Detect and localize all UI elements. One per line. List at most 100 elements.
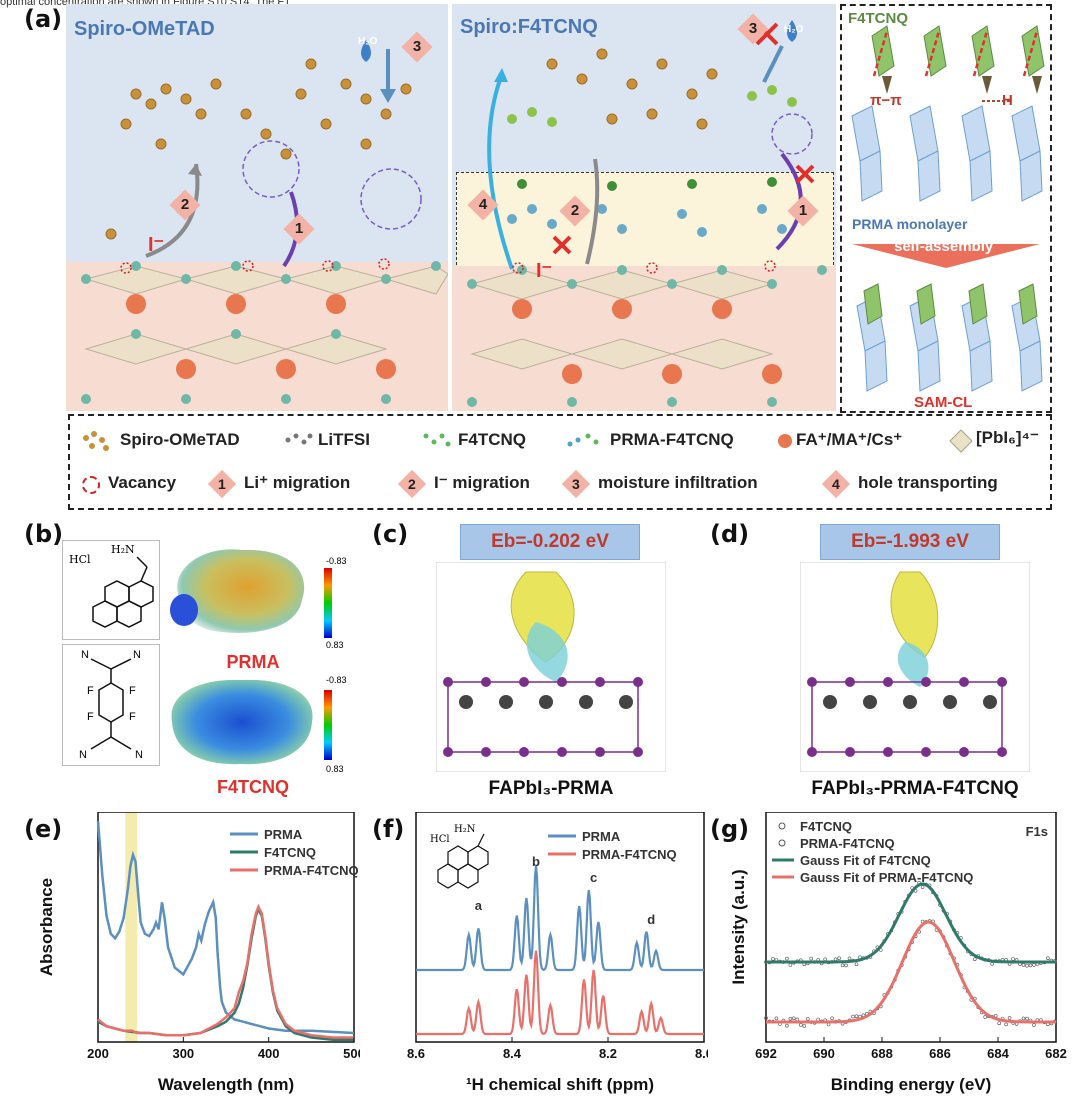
xps-data-point	[1011, 957, 1015, 961]
legend-hole: hole transporting	[858, 473, 998, 492]
xps-data-point	[973, 957, 977, 961]
uv-x-tick-label: 300	[172, 1046, 194, 1061]
xps-data-point	[851, 1014, 855, 1019]
panel-a-right: F4TCNQ π−π H PRMA monolayer self-assembl…	[840, 4, 1052, 413]
h-bond-label: H	[1002, 92, 1013, 109]
step-3-marker: 3	[401, 31, 433, 63]
dft-prma-structure	[436, 562, 666, 772]
xps-gauss-fit	[766, 882, 1056, 964]
nmr-peak-label: a	[475, 898, 483, 913]
eb-prma-box: Eb=-0.202 eV	[460, 524, 640, 560]
xps-data-point	[833, 957, 838, 962]
xps-data-point	[854, 1014, 859, 1018]
xps-data-point	[809, 956, 813, 961]
xps-data-point	[785, 1023, 789, 1028]
legend-step-3-icon: 3	[561, 469, 591, 499]
nh2-label: H₂N	[111, 543, 135, 556]
spiro-legend-icon	[83, 431, 109, 451]
panel-letter-f: (f)	[372, 815, 405, 843]
litfsi-legend-icon	[285, 433, 313, 445]
panel-a-middle: Spiro:F4TCNQ H₂O I⁻ 3 4 2 1	[452, 4, 836, 411]
xps-data-point	[1032, 963, 1036, 967]
xps-data-point	[830, 1016, 834, 1021]
xps-ylabel: Intensity (a.u.)	[730, 869, 748, 984]
uv-series-line	[96, 821, 355, 1035]
legend-step-2-icon: 2	[397, 469, 427, 499]
eb-prma-f4tcnq-box: Eb=-1.993 eV	[820, 524, 1000, 560]
f4tcnq-esp-label: F4TCNQ	[217, 777, 289, 797]
self-assembly-label: self-assembly	[894, 238, 994, 255]
xps-data-point	[788, 1016, 793, 1021]
atom-f-4: F	[129, 711, 136, 723]
xps-legend-label: Gauss Fit of F4TCNQ	[800, 853, 931, 868]
nmr-legend-label: PRMA	[582, 829, 621, 844]
nmr-x-tick-label: 8.4	[503, 1046, 522, 1061]
water-label: H₂O	[358, 36, 378, 47]
panel-letter-b: (b)	[24, 520, 64, 548]
legend-litfsi: LiTFSI	[318, 430, 370, 449]
legend-spiro: Spiro-OMeTAD	[120, 430, 240, 449]
xps-x-tick-label: 688	[871, 1046, 893, 1061]
uv-series-line	[97, 903, 354, 1039]
xps-data-point	[1025, 1016, 1029, 1021]
step-3-marker-2: 3	[737, 13, 769, 45]
xps-data-point	[1007, 1016, 1012, 1020]
legend-f4tcnq: F4TCNQ	[458, 430, 526, 449]
step-4-marker: 4	[467, 189, 499, 221]
uv-xlabel: Wavelength (nm)	[158, 1075, 294, 1094]
xps-data-point	[788, 963, 793, 967]
f4tcnq-skeleton	[90, 658, 132, 750]
atom-f-1: F	[87, 685, 94, 697]
xps-data-point	[771, 957, 775, 961]
nmr-x-tick-label: 8.6	[407, 1046, 425, 1061]
atom-n-1: N	[81, 649, 89, 661]
nmr-chart: HCl H₂N 8.6 8.4 8.2 8.0 a b c d ¹H chemical sh…	[407, 812, 708, 1094]
pbi6-legend-icon	[949, 429, 973, 453]
legend-prma-f4tcnq: PRMA-F4TCNQ	[610, 430, 734, 449]
xps-gauss-fit	[766, 920, 1056, 1024]
step-2-marker: 2	[169, 189, 201, 221]
uv-x-tick-label: 200	[87, 1046, 109, 1061]
f4tcnq-label: F4TCNQ	[848, 10, 908, 27]
uv-legend-label: PRMA-F4TCNQ	[264, 863, 359, 878]
xps-data-point	[1046, 956, 1050, 960]
xps-legend-label: PRMA-F4TCNQ	[800, 836, 895, 851]
step-2-marker-2: 2	[559, 195, 591, 227]
xps-data-point	[764, 1016, 768, 1020]
prma-f4tcnq-legend-icon	[567, 433, 599, 447]
f4tcnq-scale-bottom: 0.83	[326, 764, 344, 774]
uv-legend-label: PRMA	[264, 827, 303, 842]
prma-scale-bottom: 0.83	[326, 640, 344, 650]
xps-data-point	[799, 1023, 803, 1027]
xps-data-point	[920, 885, 925, 889]
xps-legend-marker	[778, 822, 786, 830]
nmr-x-tick-label: 8.2	[599, 1046, 617, 1061]
nmr-inset-molecule	[437, 833, 489, 889]
xps-data-point	[1021, 1016, 1026, 1021]
xps-data-point	[1025, 963, 1029, 968]
xps-data-point	[844, 963, 848, 968]
f4tcnq-scale-top: -0.83	[326, 675, 347, 685]
xps-data-point	[847, 956, 852, 961]
xps-x-tick-label: 692	[755, 1046, 777, 1061]
xps-x-tick-label: 686	[929, 1046, 951, 1061]
xps-data-point	[990, 962, 995, 966]
hcl-label: HCl	[69, 553, 91, 566]
atom-f-2: F	[129, 685, 136, 697]
water-label-2: H₂O	[784, 24, 804, 35]
xps-data-point	[854, 962, 859, 966]
xps-data-point	[840, 963, 845, 968]
nmr-x-tick-label: 8.0	[695, 1046, 708, 1061]
atom-n-2: N	[133, 649, 141, 661]
xps-data-point	[785, 956, 789, 961]
legend-li-migration: Li⁺ migration	[244, 473, 351, 492]
panel-letter-a: (a)	[24, 5, 63, 33]
panel-a-legend: Spiro-OMeTAD LiTFSI F4TCNQ PRMA-F4TCNQ F…	[68, 414, 1052, 510]
atom-f-3: F	[87, 711, 94, 723]
xps-x-tick-label: 682	[1045, 1046, 1067, 1061]
xps-chart: F1s 692 690 688 686 684 682 Binding energy (e…	[730, 812, 1067, 1094]
sam-cl-label: SAM-CL	[914, 394, 973, 411]
panel-letter-e: (e)	[24, 815, 63, 843]
dft-prma-f4tcnq-structure	[800, 562, 1030, 772]
xps-data-point	[837, 956, 841, 961]
